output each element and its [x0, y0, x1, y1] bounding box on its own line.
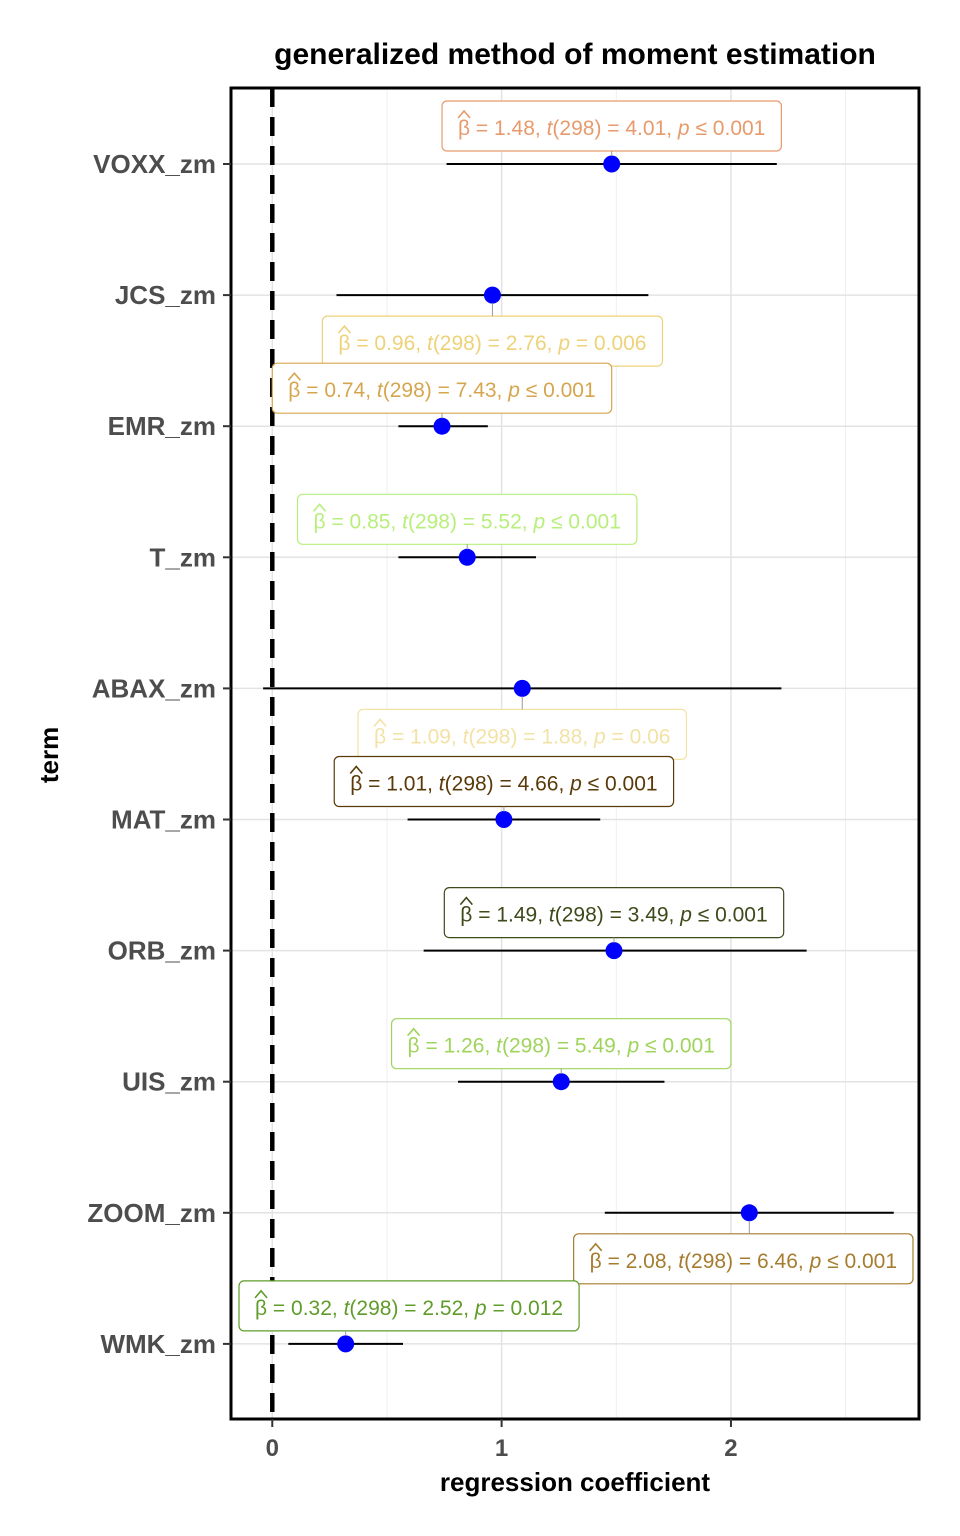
point-estimates	[337, 155, 758, 1353]
point-estimate	[605, 942, 623, 960]
y-tick-label: ZOOM_zm	[87, 1198, 216, 1228]
estimate-label: β = 0.85, t(298) = 5.52, p ≤ 0.001	[296, 493, 638, 550]
beta-hat-mark	[349, 765, 363, 775]
estimate-label: β = 0.32, t(298) = 2.52, p = 0.012	[238, 1280, 580, 1336]
beta-hat-mark	[312, 503, 327, 512]
beta-hat-mark	[287, 371, 301, 381]
beta-hat-mark	[459, 896, 473, 906]
y-tick-label: MAT_zm	[111, 805, 216, 835]
estimate-label: β = 1.09, t(298) = 1.88, p = 0.06	[357, 696, 688, 761]
y-tick-label: T_zm	[150, 542, 216, 572]
estimate-label: β = 1.01, t(298) = 4.66, p ≤ 0.001	[333, 755, 675, 812]
y-tick-label: WMK_zm	[100, 1329, 216, 1359]
beta-hat-mark	[457, 109, 471, 119]
estimate-label: β = 1.48, t(298) = 4.01, p ≤ 0.001	[441, 100, 782, 156]
point-estimate	[513, 679, 531, 697]
label-text: β = 1.26, t(298) = 5.49, p ≤ 0.001	[408, 1035, 715, 1058]
label-text: β = 2.08, t(298) = 6.46, p ≤ 0.001	[590, 1250, 897, 1273]
label-text: β = 0.96, t(298) = 2.76, p = 0.006	[338, 332, 646, 355]
estimate-label: β = 1.26, t(298) = 5.49, p ≤ 0.001	[390, 1018, 732, 1074]
label-text: β = 1.09, t(298) = 1.88, p = 0.06	[374, 725, 670, 748]
point-estimate	[458, 548, 476, 566]
point-estimate	[433, 417, 451, 435]
point-estimate	[740, 1204, 758, 1222]
y-tick-label: UIS_zm	[122, 1067, 216, 1097]
x-tick-label: 1	[495, 1435, 508, 1462]
label-text: β = 1.48, t(298) = 4.01, p ≤ 0.001	[458, 117, 765, 140]
label-text: β = 0.32, t(298) = 2.52, p = 0.012	[255, 1297, 563, 1320]
beta-hat-mark	[589, 1242, 603, 1252]
estimate-label: β = 0.74, t(298) = 7.43, p ≤ 0.001	[271, 362, 613, 419]
y-tick-label: VOXX_zm	[93, 149, 216, 179]
beta-hat-mark	[337, 324, 352, 334]
y-axis-ticks: VOXX_zm JCS_zm EMR_zm T_zm ABAX_zm MAT_zm ORB_…	[87, 149, 231, 1359]
y-axis-label: term	[34, 727, 64, 783]
y-tick-label: ABAX_zm	[92, 673, 216, 703]
y-tick-label: ORB_zm	[108, 936, 216, 966]
estimate-label: β = 1.49, t(298) = 3.49, p ≤ 0.001	[443, 886, 785, 943]
x-axis-label: regression coefficient	[440, 1467, 711, 1497]
y-tick-label: JCS_zm	[115, 280, 216, 310]
x-tick-label: 2	[724, 1435, 737, 1462]
point-estimate	[603, 155, 621, 173]
label-text: β = 0.74, t(298) = 7.43, p ≤ 0.001	[288, 379, 595, 402]
chart-title: generalized method of moment estimation	[274, 38, 876, 71]
label-text: β = 1.01, t(298) = 4.66, p ≤ 0.001	[350, 773, 657, 796]
point-estimate	[483, 286, 501, 304]
beta-hat-mark	[373, 718, 387, 727]
point-estimate	[337, 1335, 355, 1353]
point-estimate	[495, 811, 513, 828]
estimate-label: β = 0.96, t(298) = 2.76, p = 0.006	[321, 303, 664, 367]
y-tick-label: EMR_zm	[108, 411, 216, 441]
point-estimate	[552, 1073, 570, 1091]
label-box	[573, 1233, 914, 1285]
x-tick-label: 0	[266, 1435, 279, 1462]
label-text: β = 1.49, t(298) = 3.49, p ≤ 0.001	[460, 904, 767, 927]
beta-hat-mark	[254, 1289, 268, 1299]
beta-hat-mark	[406, 1027, 421, 1037]
x-axis-ticks: 0 1 2	[266, 1419, 738, 1462]
estimate-labels: β = 1.48, t(298) = 4.01, p ≤ 0.001 β = 0.…	[238, 100, 914, 1336]
estimate-label: β = 2.08, t(298) = 6.46, p ≤ 0.001	[573, 1220, 914, 1285]
label-text: β = 0.85, t(298) = 5.52, p ≤ 0.001	[314, 510, 621, 533]
label-box	[238, 1280, 580, 1332]
plot-panel-border	[229, 86, 921, 1421]
